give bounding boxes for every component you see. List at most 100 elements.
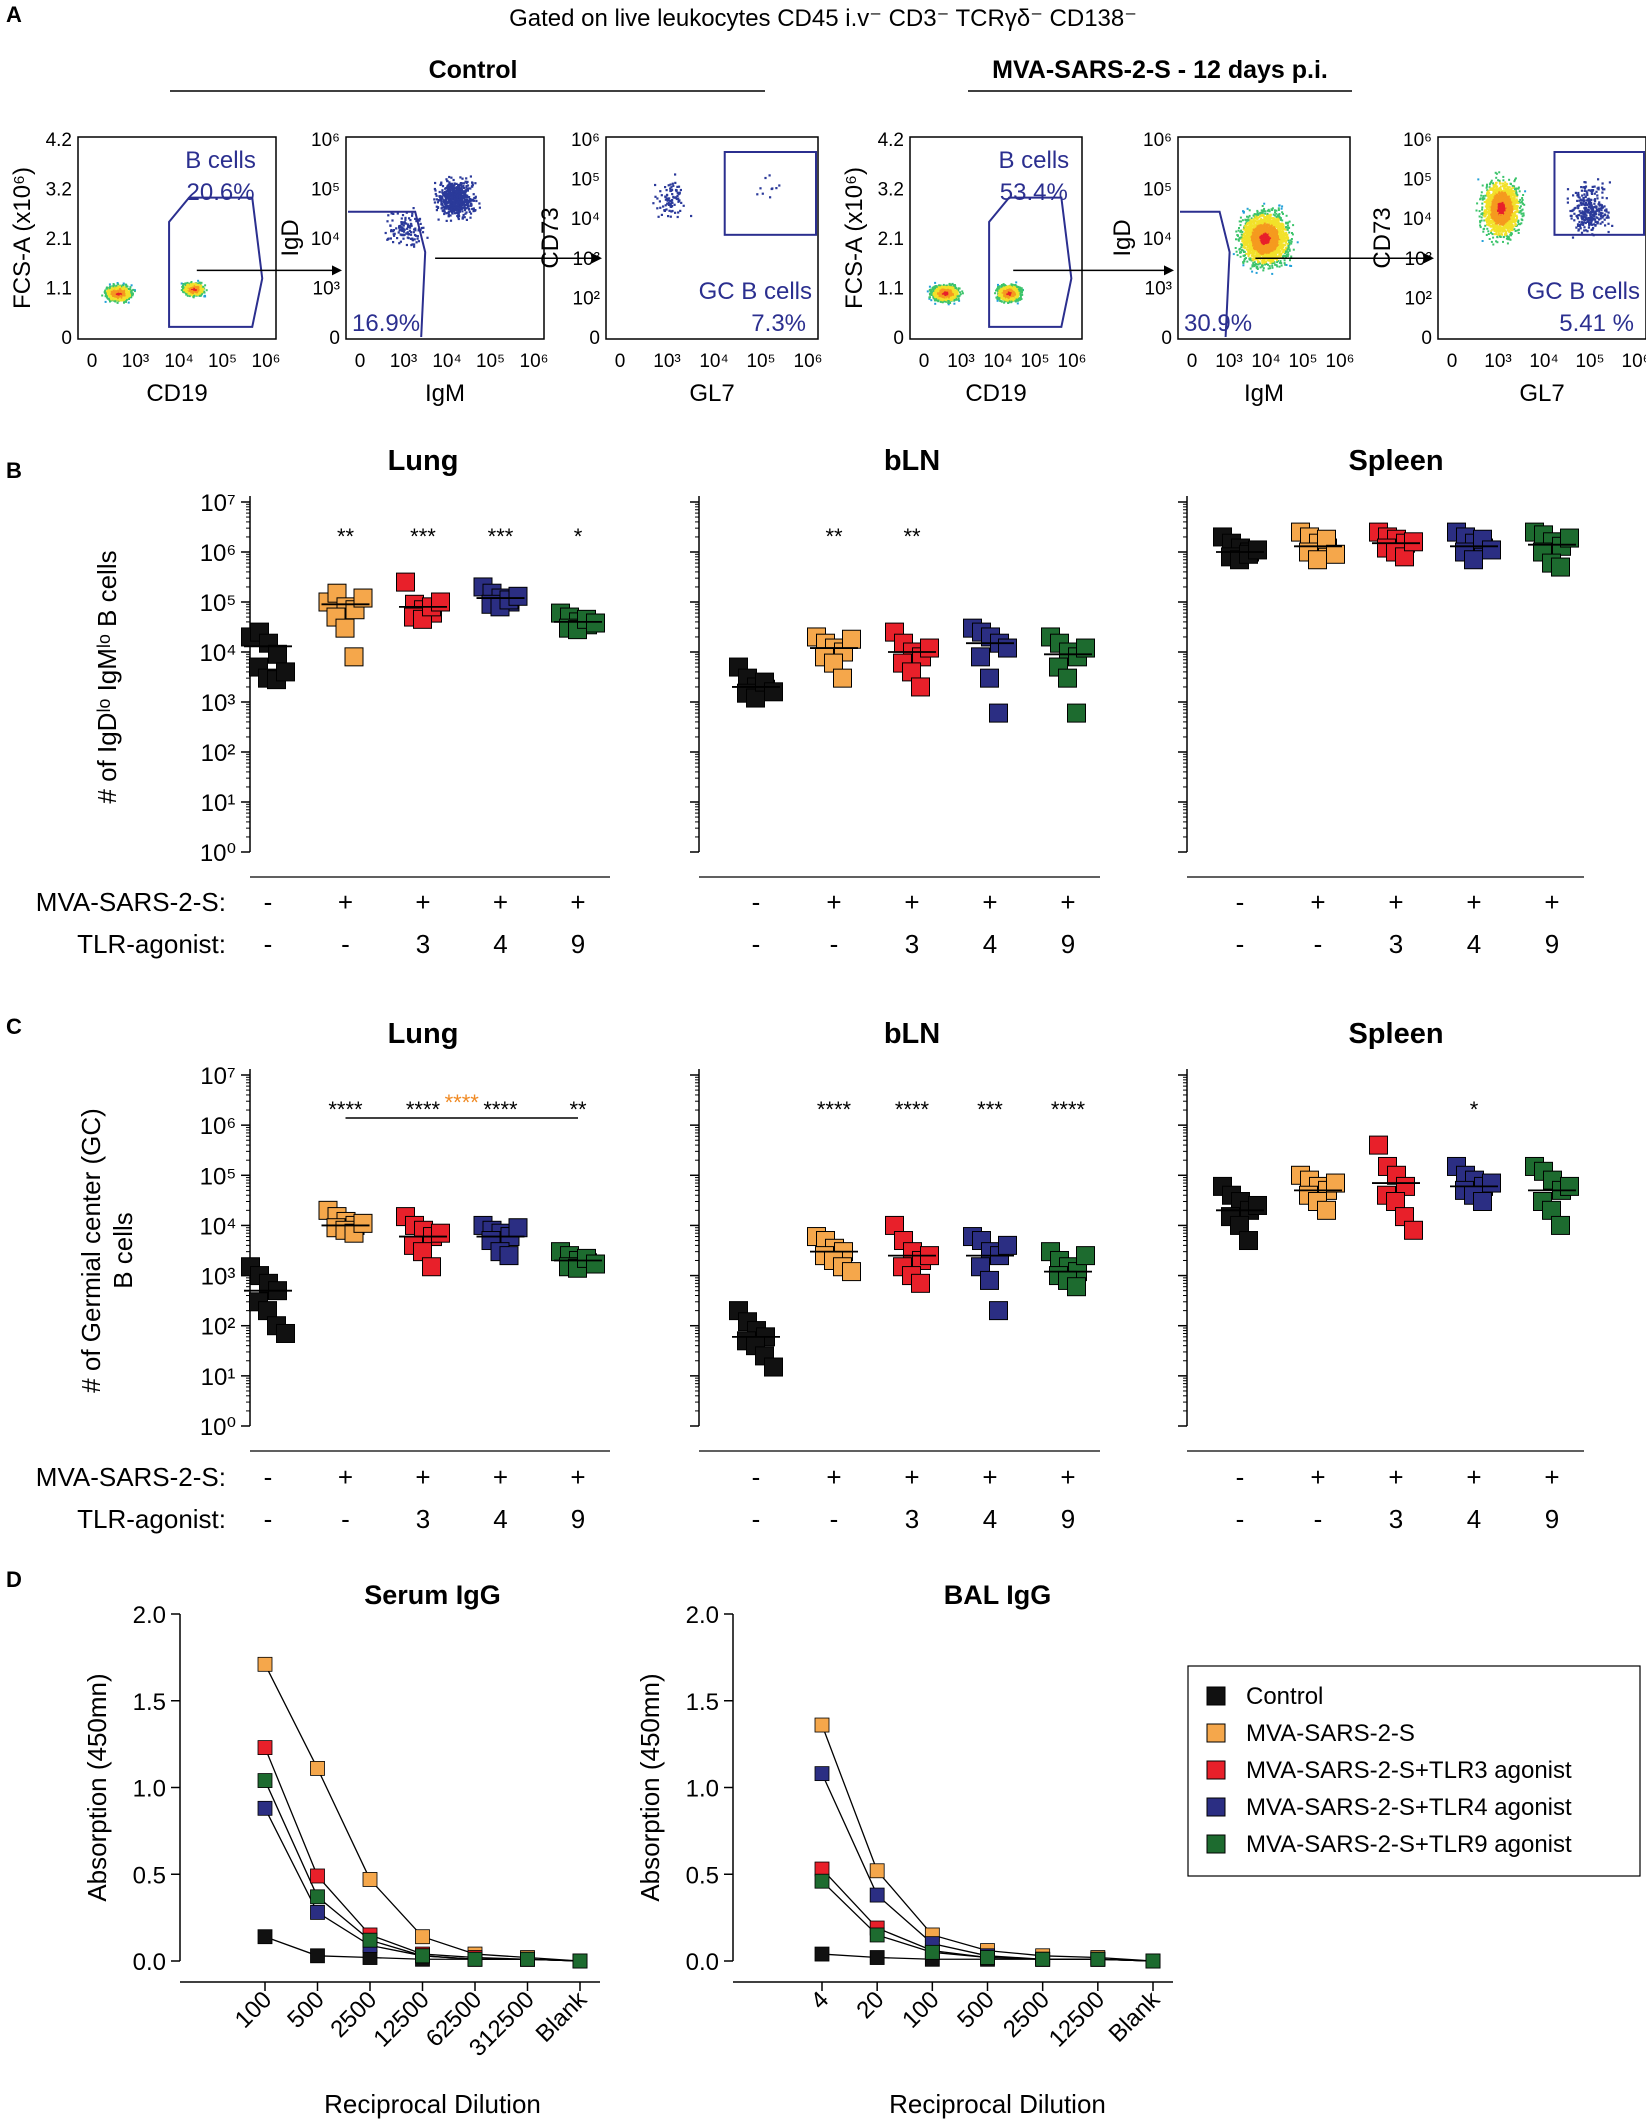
event-dot [403, 233, 406, 236]
event-dot [997, 287, 1000, 290]
event-dot [462, 182, 465, 185]
event-dot [461, 207, 464, 210]
event-dot [457, 200, 460, 203]
event-dot [941, 295, 944, 298]
event-dot [666, 193, 669, 196]
event-dot [465, 184, 468, 188]
event-dot [944, 289, 947, 292]
event-dot [119, 285, 121, 288]
event-dot [466, 194, 469, 197]
event-dot [948, 287, 951, 290]
facs-x-axis-label: IgM [425, 380, 465, 407]
event-dot [1017, 297, 1020, 300]
event-dot [1021, 293, 1024, 296]
event-dot [961, 290, 964, 293]
event-dot [933, 299, 936, 302]
event-dot [108, 294, 111, 296]
event-dot [672, 184, 675, 187]
event-dot [457, 192, 460, 195]
event-dot [942, 288, 944, 291]
facs-y-axis-label: CD73 [537, 207, 564, 268]
event-dot [677, 197, 680, 200]
event-dot [204, 295, 207, 298]
event-dot [400, 223, 403, 226]
event-dot [194, 286, 197, 289]
event-dot [1010, 283, 1013, 286]
event-dot [939, 287, 942, 290]
event-dot [112, 285, 115, 288]
event-dot [463, 204, 466, 207]
event-dot [450, 186, 454, 189]
event-dot [478, 206, 481, 209]
event-dot [392, 241, 395, 244]
event-dot [133, 289, 136, 292]
event-dot [998, 285, 1001, 288]
event-dot [108, 298, 111, 301]
facs-ytick-label: 0 [61, 328, 72, 349]
event-dot [422, 226, 425, 229]
event-dot [454, 190, 457, 193]
facs-xtick-label: 0 [615, 351, 626, 372]
event-dot [461, 217, 464, 220]
event-dot [759, 187, 762, 190]
event-dot [185, 287, 188, 290]
event-dot [421, 231, 425, 234]
event-dot [933, 288, 936, 290]
event-dot [449, 214, 452, 217]
event-dot [936, 298, 939, 301]
facs-xtick-label: 10⁴ [432, 351, 461, 372]
event-dot [106, 293, 108, 295]
facs-xtick-label: 10³ [947, 351, 974, 372]
facs-ytick-label: 3.2 [46, 180, 72, 201]
event-dot [110, 298, 113, 301]
event-dot [464, 203, 468, 207]
event-dot [118, 290, 121, 293]
event-dot [1003, 284, 1006, 287]
event-dot [938, 284, 941, 287]
event-dot [1014, 300, 1017, 303]
event-dot [191, 286, 194, 289]
facs-ytick-label: 10³ [313, 279, 340, 300]
event-dot [414, 227, 417, 230]
event-dot [190, 281, 193, 283]
event-dot [203, 291, 206, 294]
event-dot [195, 293, 198, 296]
facs-ytick-label: 10² [573, 288, 600, 309]
event-dot [959, 291, 961, 294]
event-dot [180, 282, 183, 285]
event-dot [674, 211, 677, 214]
event-dot [958, 299, 961, 302]
event-dot [465, 211, 468, 214]
event-dot [389, 224, 392, 227]
event-dot [669, 205, 672, 208]
event-dot [471, 182, 474, 185]
event-dot [944, 300, 947, 303]
event-dot [470, 202, 473, 205]
event-dot [400, 234, 403, 237]
event-dot [940, 296, 943, 298]
event-dot [433, 198, 436, 201]
event-dot [447, 213, 450, 216]
event-dot [450, 201, 453, 204]
event-dot [668, 209, 671, 212]
event-dot [474, 182, 477, 185]
panel-a: A Gated on live leukocytes CD45 i.v⁻ CD3⁻… [6, 2, 1646, 407]
facs-ytick-label: 0 [329, 328, 340, 349]
event-dot [409, 222, 412, 225]
event-dot [948, 292, 951, 295]
event-dot [931, 293, 934, 296]
event-dot [132, 288, 135, 291]
event-dot [928, 297, 931, 300]
event-dot [656, 197, 659, 200]
event-dot [442, 194, 445, 197]
event-dot [403, 228, 406, 231]
event-dot [934, 285, 937, 288]
event-dot [454, 187, 457, 190]
facs-xtick-label: 0 [919, 351, 930, 372]
event-dot [466, 184, 470, 187]
b-cell-gate [168, 196, 264, 328]
event-dot [471, 198, 474, 201]
event-dot [443, 210, 446, 213]
facs-ytick-label: 4.2 [878, 130, 904, 151]
event-dot [997, 296, 1000, 299]
